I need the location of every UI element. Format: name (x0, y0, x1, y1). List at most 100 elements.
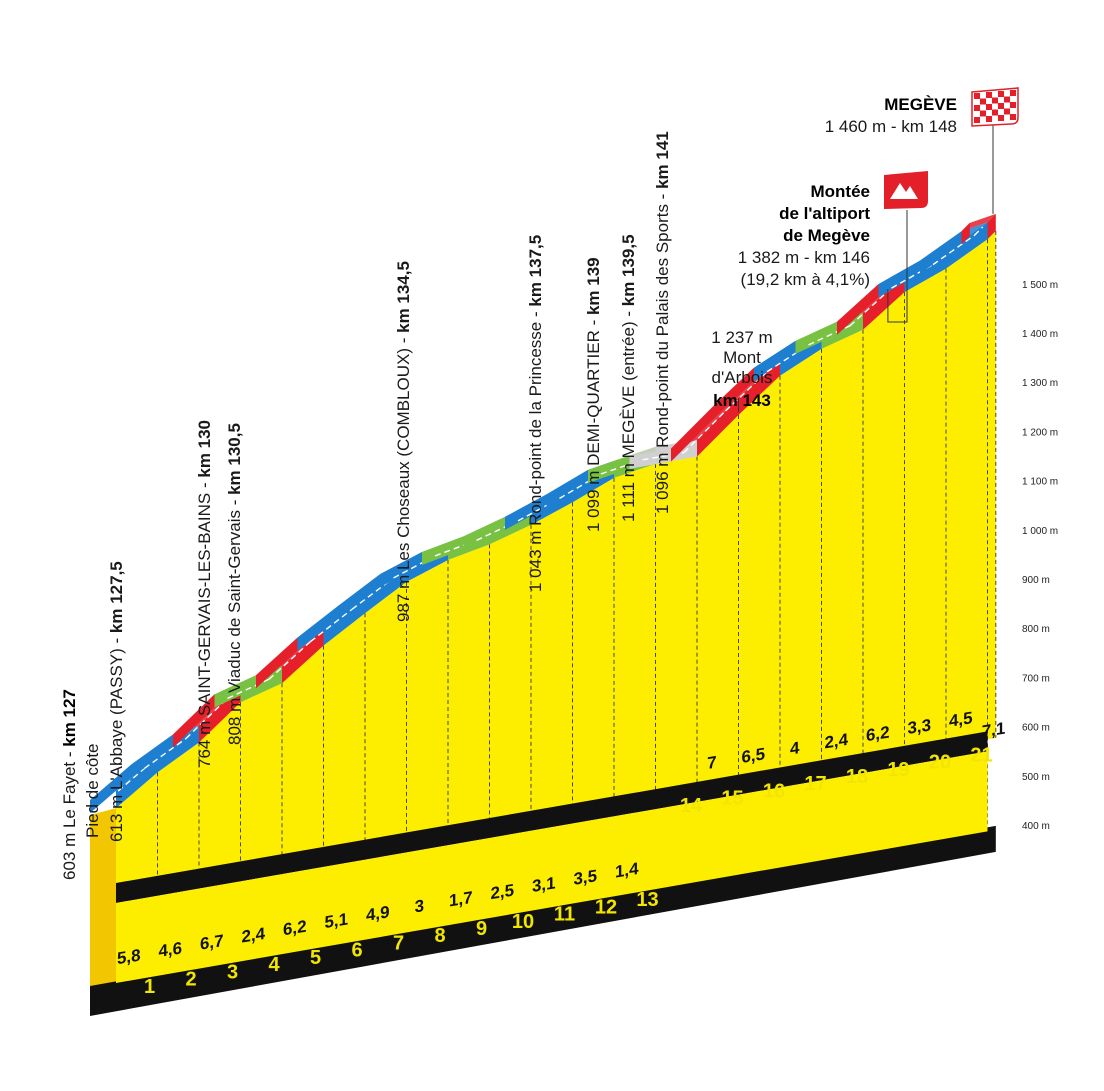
finish-flag-check (1010, 90, 1016, 96)
gradient-band-segment (282, 628, 324, 684)
gradient-band-centerline (974, 226, 984, 236)
gradient-labels: 5,8 4,6 6,7 2,4 6,2 5,1 4,9 3 1,7 2,5 3,1 3,5 1,4 7 6,… (117, 708, 1006, 968)
annotation-choseaux: 987 m Les Choseaux (COMBLOUX) - km 134,5 (394, 261, 413, 622)
gradient-band-centerline (808, 325, 851, 346)
gradient-label: 2,4 (241, 924, 265, 947)
km-tick-label: 4 (268, 954, 280, 976)
km-tick-label: 20 (929, 752, 951, 774)
y-tick-label: 900 m (1022, 575, 1050, 586)
gradient-band-top (961, 213, 996, 232)
finish-flag-check (992, 109, 998, 116)
finish-flag-icon (971, 87, 1019, 127)
gradient-band-front (380, 551, 422, 587)
km-tick-label: 5 (310, 947, 321, 969)
gradient-band-front (920, 231, 962, 274)
gradient-band-front (131, 734, 173, 778)
mont-arbois-name1: Mont (723, 348, 761, 367)
gradient-band-centerline (600, 459, 643, 475)
gradient-label: 2,5 (490, 881, 514, 904)
gradient-band-front (754, 340, 796, 381)
annotation-start-line2: Pied de côte (83, 743, 102, 838)
gradient-band-centerline (393, 555, 436, 579)
km-tick-label: 12 (595, 896, 617, 918)
gradient-label: 6,7 (200, 931, 224, 954)
km-tick-label: 16 (763, 781, 785, 803)
km-tick-label: 19 (887, 759, 909, 781)
gradient-label: 3,3 (907, 715, 931, 738)
mountain-flag-icon (884, 171, 928, 209)
km-tick-label: 13 (636, 889, 658, 911)
km-tick-label: 6 (351, 940, 362, 962)
finish-flag-check (974, 117, 980, 123)
altiport-line4: 1 382 m - km 146 (738, 248, 870, 267)
km-tick-label: 17 (804, 773, 826, 795)
y-tick-label: 1 300 m (1022, 378, 1058, 389)
finish-flag-check (998, 91, 1004, 97)
gradient-band-segment (697, 397, 739, 457)
km-tick-label: 1 (144, 976, 155, 998)
gradient-label: 4,5 (949, 708, 973, 731)
km-tick-label: 21 (970, 744, 992, 766)
gradient-label: 5,1 (324, 909, 348, 932)
gradient-band-centerline (310, 608, 353, 643)
y-tick-label: 800 m (1022, 624, 1050, 635)
gradient-band-front (671, 406, 713, 462)
gradient-label: 6,5 (741, 744, 765, 767)
profile-area (116, 230, 996, 891)
finish-flag-check (986, 92, 992, 98)
km-tick-label: 11 (554, 904, 575, 926)
gradient-band-segment (946, 222, 988, 269)
gradient-label: 1,4 (615, 859, 639, 882)
gradient-band-front (90, 764, 132, 814)
altiport-line1: Montée (811, 182, 871, 201)
y-tick-label: 400 m (1022, 821, 1050, 832)
gradient-band-centerline (891, 264, 934, 289)
gradient-label: 3 (415, 896, 424, 916)
altiport-line3: de Megève (783, 226, 870, 245)
y-tick-label: 500 m (1022, 772, 1050, 783)
annotation-finish: MEGÈVE 1 460 m - km 148 (825, 95, 957, 136)
gradient-band-front (546, 469, 588, 508)
gradient-label: 4 (790, 738, 800, 758)
finish-flag-check (1010, 102, 1016, 108)
finish-flag-check (1004, 108, 1010, 115)
finish-flag-check (974, 93, 980, 99)
gradient-label: 3,1 (532, 873, 556, 896)
km-tick-label: 8 (434, 925, 445, 947)
finish-flag-check (980, 98, 986, 105)
gradient-band-front (837, 284, 879, 335)
gradient-band-front (505, 494, 547, 530)
finish-flag-check (1010, 114, 1016, 120)
gradient-band-segment (240, 666, 282, 703)
finish-name: MEGÈVE (884, 95, 957, 114)
altiport-leader (887, 210, 908, 323)
gradient-label: 7 (707, 753, 716, 773)
km-tick-label: 7 (393, 933, 404, 955)
gradient-label: 4,6 (158, 938, 182, 961)
annotation-saint-gervais: 764 m SAINT-GERVAIS-LES-BAINS - km 130 8… (195, 420, 244, 768)
gradient-label: 2,4 (824, 730, 848, 753)
finish-alt-km: 1 460 m - km 148 (825, 117, 957, 136)
gradient-label: 3,5 (573, 866, 597, 889)
km-tick-label: 10 (512, 911, 534, 933)
altiport-line2: de l'altiport (779, 204, 870, 223)
annotation-palais-des-sports: 1 096 m Rond-point du Palais des Sports … (653, 131, 672, 514)
y-tick-label: 600 m (1022, 723, 1050, 734)
gradient-band-front (339, 573, 381, 619)
gradient-band-front (256, 637, 298, 689)
annotation-saint-gervais-line2: 808 m Viaduc de Saint-Gervais - km 130,5 (225, 423, 244, 745)
y-tick-label: 1 100 m (1022, 477, 1058, 488)
mont-arbois-name2: d'Arbois (712, 368, 773, 387)
profile-fill-layer (90, 230, 996, 986)
gradient-band-front (712, 367, 754, 420)
annotation-start: 603 m Le Fayet - km 127 Pied de côte 613… (60, 561, 126, 880)
gradient-band-centerline (517, 497, 560, 522)
annotation-princesse: 1 043 m Rond-point de la Princesse - km … (526, 235, 545, 592)
gradient-band-centerline (102, 767, 145, 805)
km-tick-label: 14 (680, 795, 703, 817)
y-tick-label: 700 m (1022, 673, 1050, 684)
finish-flag-check (1004, 96, 1010, 103)
